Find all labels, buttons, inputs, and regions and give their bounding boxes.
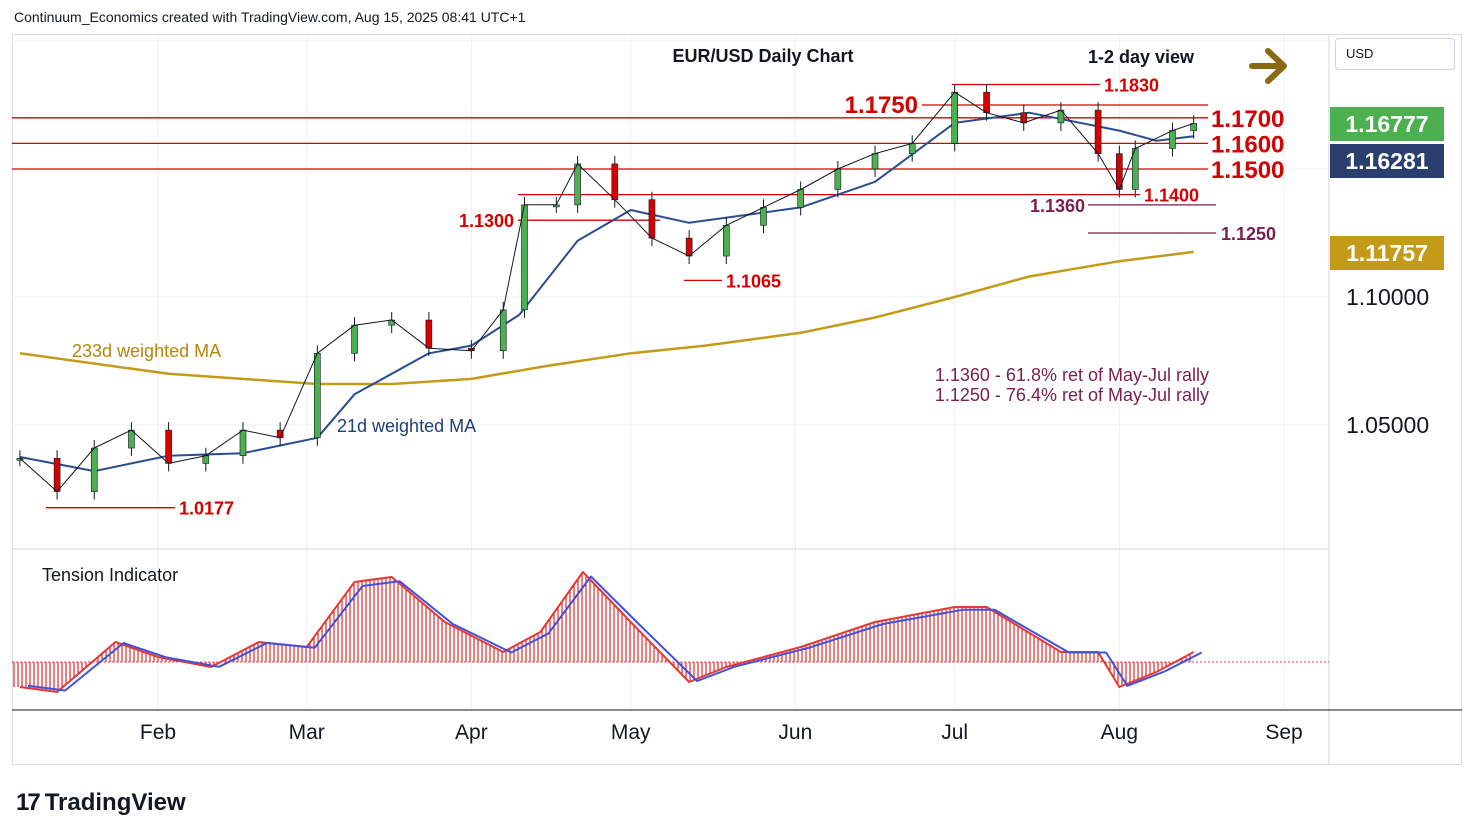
ma-233d-line bbox=[19, 250, 1194, 386]
ma-21d bbox=[19, 111, 1194, 473]
candle-body bbox=[90, 447, 98, 492]
level-label: 1.1065 bbox=[726, 271, 781, 291]
time-axis-label: Feb bbox=[139, 721, 177, 744]
right-arrow-icon bbox=[1249, 48, 1287, 84]
chart-title: EUR/USD Daily Chart bbox=[672, 46, 853, 66]
tension-slow-line bbox=[27, 575, 1203, 692]
time-axis-label: Jun bbox=[778, 721, 813, 744]
candle-body bbox=[1094, 109, 1102, 154]
time-axis-label: Sep bbox=[1265, 721, 1303, 744]
candle-body bbox=[685, 237, 693, 257]
candle-body bbox=[165, 429, 172, 464]
candle-body bbox=[16, 457, 24, 461]
chart-credit: Continuum_Economics created with Trading… bbox=[14, 9, 526, 25]
tradingview-logo-icon: 17 bbox=[16, 789, 41, 816]
candle-body bbox=[239, 429, 247, 457]
candle-body bbox=[499, 309, 507, 352]
candle-body bbox=[834, 168, 842, 190]
level-label: 1.1600 bbox=[1211, 131, 1284, 158]
candle-body bbox=[908, 143, 916, 154]
annotation-61-8: 1.1360 - 61.8% ret of May-Jul rally bbox=[935, 365, 1209, 385]
candle-body bbox=[723, 225, 730, 257]
candle-body bbox=[314, 353, 321, 439]
price-badge: 1.16281 bbox=[1330, 144, 1444, 178]
time-axis-label: Mar bbox=[288, 721, 325, 744]
tradingview-wordmark: TradingView bbox=[44, 789, 186, 816]
currency-selector[interactable]: USD bbox=[1335, 38, 1455, 70]
candle-body bbox=[951, 91, 958, 144]
level-label: 1.1500 bbox=[1211, 157, 1284, 184]
level-label: 1.1360 bbox=[1030, 196, 1085, 216]
candle-body bbox=[388, 319, 395, 326]
level-label: 1.1400 bbox=[1144, 186, 1199, 206]
ma-21d-label: 21d weighted MA bbox=[337, 416, 476, 436]
candle-body bbox=[521, 204, 528, 311]
time-axis-label: Jul bbox=[941, 721, 969, 744]
chart-subtitle: 1-2 day view bbox=[1088, 47, 1195, 67]
chart-frame bbox=[12, 34, 1462, 765]
view-arrow-icon bbox=[1249, 48, 1287, 84]
annotation-76-4: 1.1250 - 76.4% ret of May-Jul rally bbox=[935, 385, 1209, 405]
candle-body bbox=[797, 189, 804, 208]
tension-indicator-panel bbox=[12, 571, 1329, 693]
time-axis-label: Apr bbox=[455, 721, 488, 744]
ma-233d bbox=[19, 250, 1194, 386]
ma-21d-line bbox=[19, 111, 1194, 473]
level-label: 1.0177 bbox=[179, 499, 234, 519]
tradingview-logo: 17 TradingView bbox=[16, 789, 186, 817]
candle-body bbox=[1020, 112, 1028, 124]
price-series bbox=[16, 84, 1198, 500]
candle-body bbox=[648, 199, 656, 239]
candle-body bbox=[983, 91, 990, 113]
candle-body bbox=[202, 455, 210, 464]
tension-title: Tension Indicator bbox=[42, 565, 178, 585]
level-label: 1.1750 bbox=[845, 92, 918, 119]
candle-body bbox=[574, 163, 581, 206]
tension-fast-line bbox=[19, 571, 1195, 693]
time-axis-label: May bbox=[610, 721, 651, 744]
level-label: 1.1700 bbox=[1211, 106, 1284, 133]
candle-body bbox=[611, 163, 619, 201]
price-axis-label: 1.10000 bbox=[1346, 284, 1430, 310]
price-axis-label: 1.05000 bbox=[1346, 412, 1430, 438]
price-badge: 1.16777 bbox=[1330, 107, 1444, 141]
candle-body bbox=[351, 324, 358, 354]
candle-body bbox=[425, 319, 433, 349]
time-axis-label: Aug bbox=[1100, 721, 1139, 744]
level-label: 1.1250 bbox=[1221, 224, 1276, 244]
level-label: 1.1300 bbox=[459, 211, 514, 231]
candle-body bbox=[760, 207, 767, 226]
ma-233d-label: 233d weighted MA bbox=[72, 341, 221, 361]
candle-body bbox=[53, 457, 61, 492]
candle-body bbox=[871, 153, 879, 170]
candle-body bbox=[1169, 130, 1176, 149]
candle-body bbox=[128, 429, 135, 449]
chart-labels: EUR/USD Daily Chart 1-2 day view 233d weig… bbox=[42, 46, 1209, 585]
price-close-line bbox=[19, 91, 1194, 493]
level-label: 1.1830 bbox=[1104, 76, 1159, 96]
price-badge: 1.11757 bbox=[1330, 236, 1444, 270]
